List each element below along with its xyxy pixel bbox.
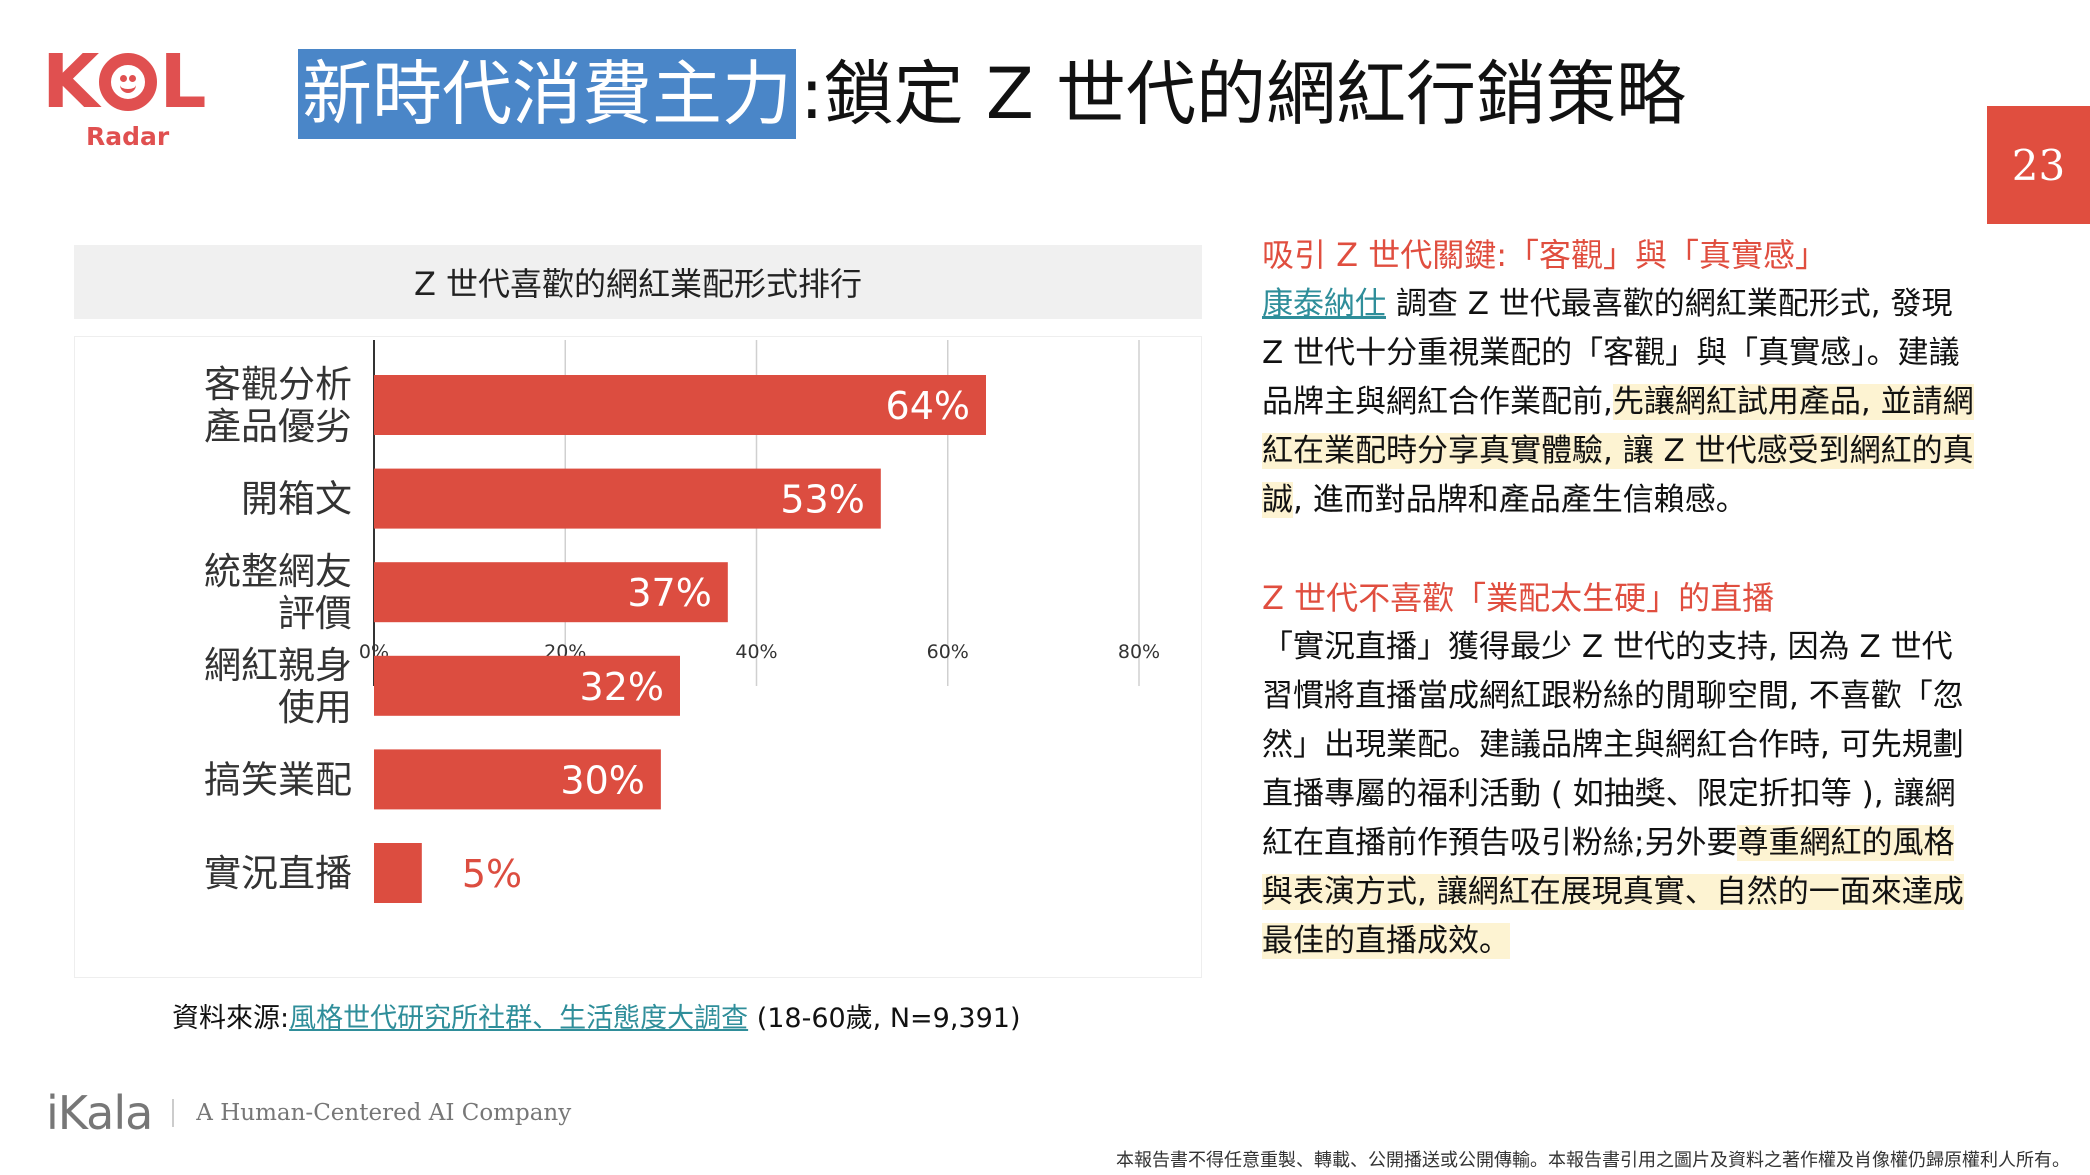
category-label: 網紅親身 (204, 644, 352, 687)
category-label: 搞笑業配 (204, 758, 352, 801)
insight-heading-1: 吸引 Z 世代關鍵:「客觀」與「真實感」 (1262, 236, 1828, 274)
footer-tagline: A Human-Centered AI Company (196, 1100, 572, 1126)
bar (374, 749, 661, 810)
p1-end: , 進而對品牌和產品產生信賴感。 (1293, 482, 1747, 518)
bar-value-label: 5% (462, 852, 522, 896)
p1-text: 調查 Z 世代最喜歡的網紅業配形式, 發現 Z 世代十分重視業配的「客觀」與「真… (1262, 286, 1960, 420)
x-tick-label: 40% (735, 641, 777, 663)
footer-disclaimer: 本報告書不得任意重製、轉載、公開播送或公開傳輸。本報告書引用之圖片及資料之著作權… (1116, 1150, 2070, 1171)
category-label: 實況直播 (204, 852, 352, 895)
title-rest: :鎖定 Z 世代的網紅行銷策略 (800, 53, 1687, 135)
bar (374, 468, 881, 529)
bar (374, 655, 680, 716)
bar-value-label: 37% (627, 571, 711, 615)
insight-panel: 吸引 Z 世代關鍵:「客觀」與「真實感」 康泰納仕 調查 Z 世代最喜歡的網紅業… (1262, 230, 1982, 966)
bar-chart: 0% 20% 40% 60% 80%64%客觀分析產品優劣53%開箱文37%統整網友評價… (204, 340, 1160, 903)
ikala-logo: iKala (46, 1086, 153, 1140)
page-title: 新時代消費主力 :鎖定 Z 世代的網紅行銷策略 (298, 46, 1686, 142)
x-tick-label: 80% (1118, 641, 1160, 663)
bar (374, 843, 422, 903)
chart-title: Z 世代喜歡的網紅業配形式排行 (74, 245, 1202, 319)
insight-paragraph-2: 「實況直播」獲得最少 Z 世代的支持, 因為 Z 世代習慣將直播當成網紅跟粉絲的… (1262, 623, 1982, 966)
category-label: 客觀分析 (204, 363, 352, 406)
conde-nast-link[interactable]: 康泰納仕 (1262, 286, 1386, 322)
insight-paragraph-1: 康泰納仕 調查 Z 世代最喜歡的網紅業配形式, 發現 Z 世代十分重視業配的「客… (1262, 280, 1982, 525)
bar-value-label: 64% (886, 384, 970, 428)
footer-divider (172, 1099, 175, 1127)
bar (374, 562, 728, 623)
category-label: 開箱文 (241, 478, 352, 521)
category-label: 評價 (278, 592, 352, 635)
footer-brand: iKala A Human-Centered AI Company (46, 1086, 571, 1140)
category-label: 統整網友 (204, 550, 352, 593)
category-label: 使用 (278, 686, 352, 729)
logo-radar-text: Radar (86, 122, 170, 151)
smiley-icon (99, 53, 158, 111)
bar-value-label: 30% (560, 758, 644, 802)
source-prefix: 資料來源: (172, 1003, 290, 1034)
p2-text: 「實況直播」獲得最少 Z 世代的支持, 因為 Z 世代習慣將直播當成網紅跟粉絲的… (1262, 629, 1964, 861)
insight-heading-2: Z 世代不喜歡「業配太生硬」的直播 (1262, 579, 1775, 617)
x-tick-label: 60% (927, 641, 969, 663)
page-number: 23 (1987, 106, 2090, 224)
bar (374, 375, 986, 435)
bar-value-label: 53% (780, 478, 864, 522)
source-suffix: (18-60歲, N=9,391) (748, 1003, 1021, 1034)
category-label: 產品優劣 (204, 405, 352, 448)
chart-source: 資料來源:風格世代研究所社群、生活態度大調查 (18-60歲, N=9,391) (172, 996, 1021, 1035)
title-highlight: 新時代消費主力 (298, 49, 796, 139)
bar-value-label: 32% (580, 665, 664, 709)
source-link[interactable]: 風格世代研究所社群、生活態度大調查 (289, 1003, 749, 1034)
chart-frame (74, 336, 1202, 978)
